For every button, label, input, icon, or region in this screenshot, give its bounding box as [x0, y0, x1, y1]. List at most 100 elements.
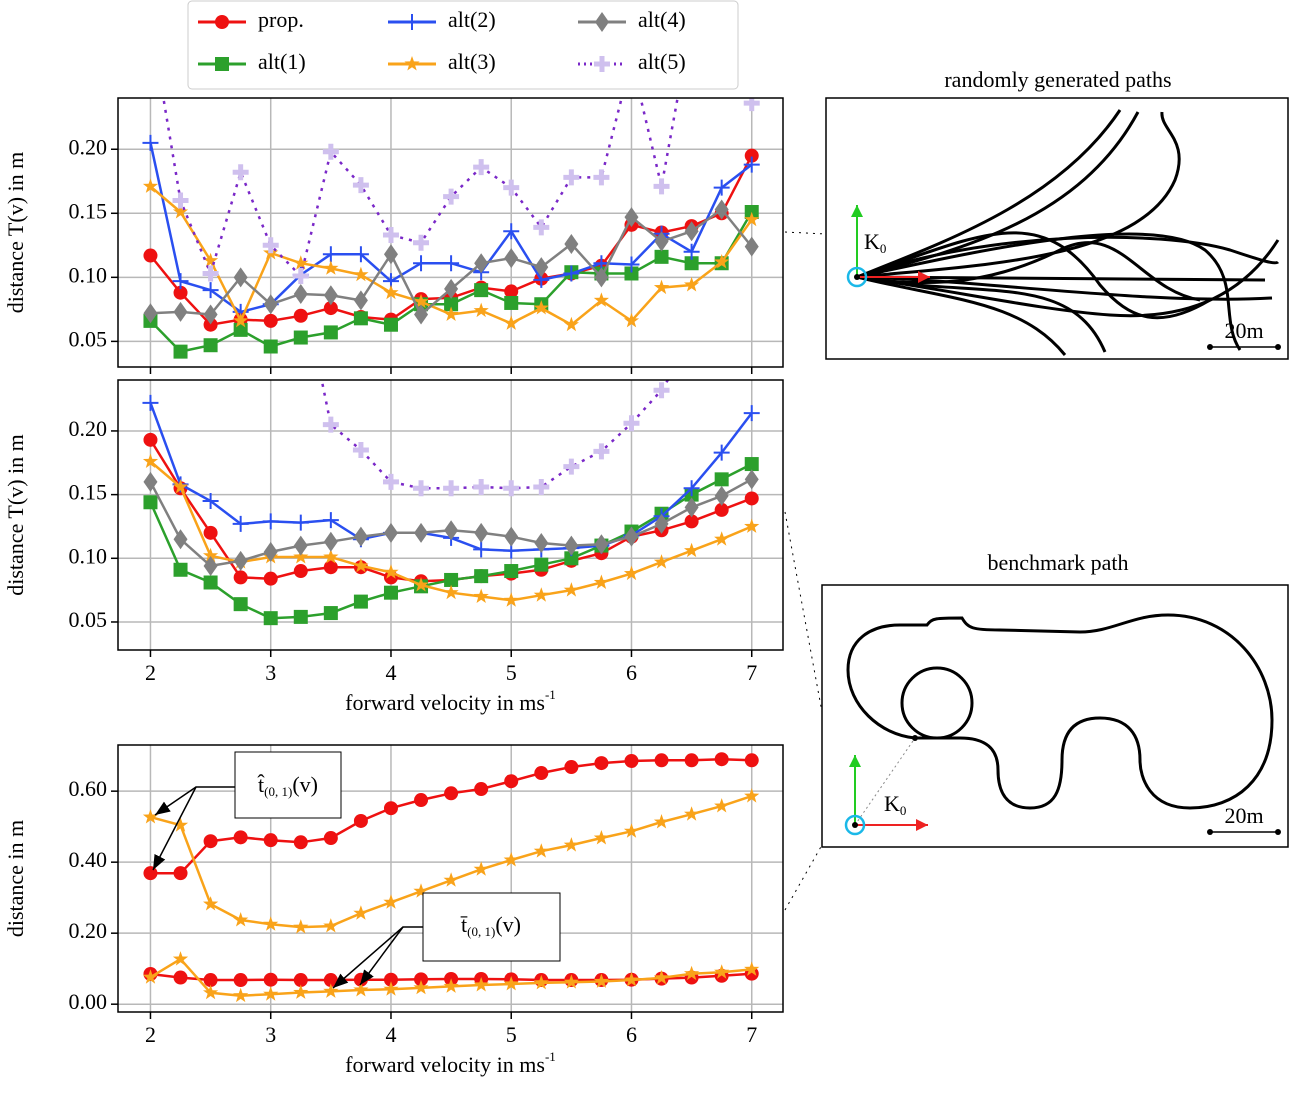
marker [534, 257, 549, 278]
legend-label: alt(2) [448, 7, 496, 32]
marker [353, 982, 369, 997]
marker [263, 972, 278, 987]
x-tick-label: 3 [265, 660, 276, 685]
x-tick-label: 2 [145, 1022, 156, 1047]
marker [474, 782, 489, 797]
legend-label: alt(1) [258, 49, 306, 74]
y-tick-label: 0.60 [69, 776, 108, 801]
marker [142, 13, 158, 29]
marker [713, 179, 730, 196]
marker [624, 266, 639, 281]
marker [353, 311, 368, 326]
scale-end [1275, 829, 1281, 835]
annotation-hat: t̂(0, 1)(v) [152, 751, 342, 871]
frame-label: K0 [884, 791, 906, 818]
marker [473, 478, 490, 495]
frame-symbol: K [864, 229, 880, 254]
y-axis-label: distance T(v) in m [3, 152, 28, 314]
marker [262, 237, 279, 254]
marker [504, 526, 519, 547]
marker [443, 872, 459, 887]
marker [323, 831, 338, 846]
marker [684, 542, 700, 558]
x-axis-label-exponent: -1 [545, 1049, 556, 1064]
diagram-frame [821, 584, 1289, 848]
marker [683, 480, 700, 497]
marker [142, 178, 159, 193]
marker [202, 265, 219, 282]
marker [383, 564, 399, 579]
annotation-symbol: t̂ [257, 772, 265, 797]
y-axis-label: distance in m [3, 820, 28, 937]
marker [594, 756, 609, 771]
marker [593, 292, 609, 307]
marker [203, 973, 218, 988]
marker [473, 541, 490, 558]
legend-label: alt(5) [638, 49, 686, 74]
marker [563, 458, 580, 475]
marker [263, 611, 278, 626]
annotation-arrow [359, 926, 404, 986]
legend-label: alt(4) [638, 7, 686, 32]
marker [534, 557, 549, 572]
marker [595, 12, 609, 32]
marker [293, 283, 308, 304]
diagram-frame [825, 97, 1289, 360]
annotation-suffix: (v) [495, 912, 521, 937]
marker [473, 977, 489, 992]
plot-area [142, 380, 760, 626]
marker [383, 801, 398, 816]
path [856, 275, 1107, 353]
marker [653, 554, 670, 569]
marker [684, 753, 699, 768]
marker [353, 557, 369, 573]
marker [593, 830, 609, 845]
marker [173, 970, 188, 985]
marker [593, 973, 609, 988]
marker [414, 793, 429, 808]
x-tick-label: 4 [385, 660, 396, 685]
x-tick-label: 6 [626, 1022, 637, 1047]
marker [293, 330, 308, 345]
marker [203, 896, 219, 911]
path [856, 111, 1140, 279]
marker [744, 457, 759, 472]
marker [143, 866, 158, 881]
chart: 2 3 4 5 6 7 0.05 0.10 0.15 0.20 distance T(v) in m… [3, 379, 784, 715]
marker [383, 894, 399, 909]
marker [263, 313, 278, 328]
marker [353, 594, 368, 609]
marker [352, 442, 369, 459]
x-tick-label: 4 [385, 1022, 396, 1047]
marker [143, 471, 158, 492]
legend: prop. alt(1) alt(2) alt(3) alt(4) alt(5) [198, 7, 686, 74]
y-tick-label: 0.20 [69, 416, 108, 441]
path [856, 232, 1242, 351]
marker [444, 572, 459, 587]
marker [594, 534, 609, 555]
plot-area [142, 13, 760, 359]
marker [504, 284, 519, 299]
marker [263, 986, 279, 1001]
marker [233, 570, 248, 585]
marker [383, 585, 398, 600]
marker [563, 974, 579, 989]
start-dot [912, 735, 918, 741]
marker [653, 969, 670, 985]
marker [534, 533, 549, 554]
marker [744, 961, 760, 976]
marker [444, 786, 459, 801]
marker [414, 304, 429, 325]
path [856, 275, 1067, 356]
marker [383, 972, 398, 987]
marker [533, 974, 549, 990]
marker [382, 227, 399, 244]
marker [743, 156, 760, 173]
marker [474, 522, 489, 543]
marker [172, 479, 189, 494]
marker [503, 852, 519, 867]
annotation-symbol: t̄ [460, 912, 468, 937]
marker [232, 164, 249, 181]
marker [563, 582, 579, 597]
marker [203, 338, 218, 353]
